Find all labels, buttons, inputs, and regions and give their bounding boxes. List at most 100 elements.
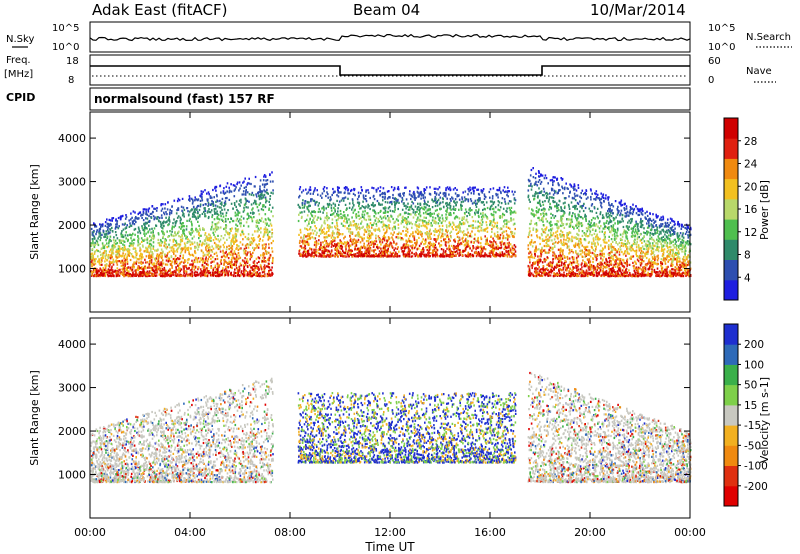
power-cell [392, 193, 394, 197]
power-cell [460, 203, 462, 206]
power-cell [363, 218, 366, 221]
power-cell [246, 238, 249, 241]
power-cell [323, 186, 326, 189]
power-cell [397, 246, 399, 249]
power-cell [327, 205, 330, 208]
power-cell [174, 244, 176, 247]
power-cell [260, 274, 262, 277]
power-cell [320, 241, 322, 244]
power-cell [466, 233, 468, 236]
power-cell [352, 242, 355, 245]
power-cell [311, 254, 313, 257]
power-cell [167, 201, 169, 204]
power-cell [463, 212, 466, 215]
power-cell [301, 246, 303, 250]
power-cell [191, 275, 194, 278]
power-cell [253, 261, 255, 264]
power-cell [251, 275, 253, 278]
power-cell [135, 220, 137, 224]
power-cell [125, 226, 128, 229]
power-cell [364, 207, 366, 210]
power-cell [118, 225, 120, 228]
power-cell [211, 199, 213, 203]
power-cell [239, 187, 241, 190]
power-cell [416, 210, 418, 214]
power-cell [248, 273, 250, 276]
power-cell [238, 247, 241, 250]
power-cell [201, 192, 203, 195]
power-cell [431, 198, 433, 201]
power-cell [138, 273, 141, 276]
power-cell [482, 201, 485, 204]
power-cell [118, 268, 120, 272]
power-cell [205, 271, 207, 274]
power-cell [105, 232, 108, 236]
power-cell [367, 255, 369, 258]
power-cell [446, 206, 449, 209]
power-cell [404, 246, 406, 250]
power-cell [187, 246, 190, 249]
power-cell [185, 235, 187, 238]
power-cell [308, 220, 310, 223]
power-cell [378, 250, 381, 253]
power-cell [415, 197, 417, 200]
power-cell [255, 224, 258, 227]
power-cell [502, 207, 505, 210]
power-cell [269, 203, 271, 206]
power-cell [139, 273, 142, 276]
power-cell [108, 250, 111, 253]
power-cell [505, 225, 508, 228]
power-cell [375, 222, 378, 225]
power-cell [474, 186, 476, 189]
power-cell [305, 188, 307, 191]
power-cell [146, 270, 149, 273]
power-cell [475, 209, 477, 212]
power-cell [365, 205, 367, 208]
power-cell [348, 225, 350, 228]
power-cell [333, 244, 335, 248]
power-cell [259, 190, 262, 194]
power-cell [401, 198, 404, 201]
power-cell [407, 237, 410, 240]
power-cell [263, 234, 265, 237]
power-cell [406, 255, 409, 258]
power-cell [265, 260, 267, 263]
power-cell [349, 221, 352, 224]
power-cell [151, 251, 153, 254]
power-cell [299, 253, 302, 256]
power-cell [509, 227, 511, 230]
power-cell [99, 263, 102, 266]
power-cell [382, 238, 384, 241]
power-cell [171, 205, 173, 208]
power-cell [104, 235, 107, 238]
power-cell [102, 254, 104, 257]
power-cell [142, 256, 144, 259]
power-cell [347, 242, 349, 245]
power-cell [417, 205, 420, 209]
power-cell [160, 203, 163, 206]
power-cell [484, 253, 486, 256]
power-cell [172, 257, 175, 261]
power-cell [137, 241, 140, 244]
power-cell [319, 246, 321, 249]
power-cell [267, 238, 270, 241]
power-cell [235, 247, 237, 250]
power-cell [138, 258, 140, 261]
power-cell [378, 253, 380, 256]
power-cell [452, 253, 454, 256]
power-cell [106, 226, 109, 229]
power-cell [358, 247, 360, 250]
power-cell [163, 232, 165, 235]
power-cell [428, 192, 431, 195]
power-cell [250, 237, 253, 240]
power-cell [107, 230, 110, 233]
power-cell [203, 228, 205, 231]
power-cell [189, 199, 191, 202]
power-cell [386, 229, 388, 232]
power-cell [132, 247, 135, 250]
power-cell [445, 187, 447, 190]
power-cell [339, 239, 341, 242]
power-cell [162, 275, 164, 278]
power-cell [461, 237, 463, 240]
power-cell [305, 255, 308, 258]
